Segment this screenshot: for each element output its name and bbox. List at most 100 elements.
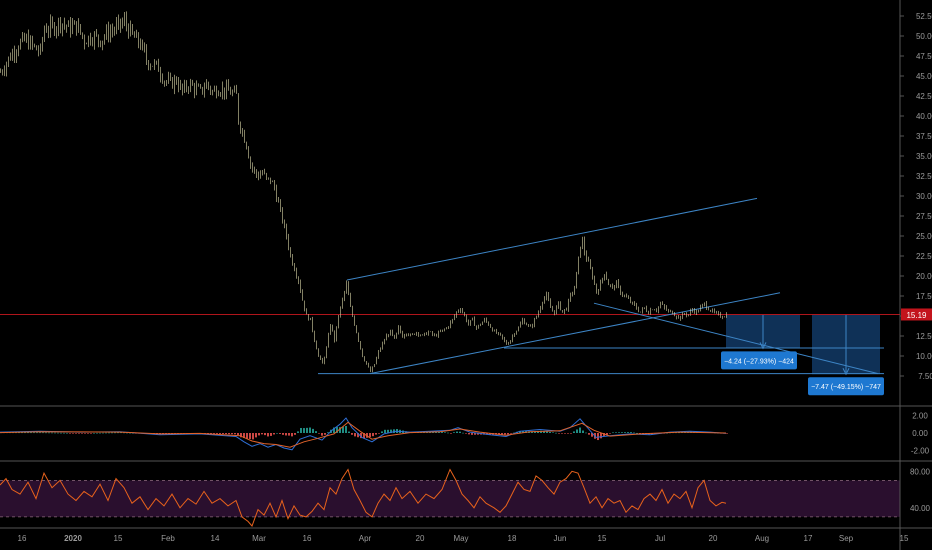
time-tick-label: 18	[508, 534, 517, 543]
macd-histogram-bar	[45, 432, 47, 434]
macd-histogram-bar	[222, 433, 224, 435]
rsi-pane[interactable]	[0, 468, 900, 527]
time-tick-label: Feb	[161, 534, 175, 543]
macd-histogram-bar	[252, 433, 254, 440]
macd-tick-label: 0.00	[912, 429, 928, 438]
macd-histogram-bar	[453, 432, 455, 433]
price-tick-label: 47.50	[916, 52, 932, 61]
macd-histogram-bar	[390, 429, 392, 433]
macd-histogram-bar	[114, 432, 116, 434]
macd-histogram-bar	[486, 433, 488, 435]
macd-histogram-bar	[489, 433, 491, 435]
macd-histogram-bar	[18, 432, 20, 434]
macd-histogram-bar	[90, 433, 92, 434]
macd-histogram-bar	[666, 432, 668, 434]
macd-histogram-bar	[249, 433, 251, 439]
macd-histogram-bar	[15, 432, 17, 434]
price-tick-label: 42.50	[916, 92, 932, 101]
macd-histogram-bar	[621, 432, 623, 433]
macd-histogram-bar	[273, 433, 275, 435]
macd-histogram-bar	[102, 432, 104, 434]
time-tick-label: 16	[18, 534, 27, 543]
macd-histogram-bar	[219, 433, 221, 434]
price-tick-label: 30.00	[916, 192, 932, 201]
macd-histogram-bar	[726, 433, 728, 434]
macd-histogram-bar	[324, 433, 326, 435]
macd-histogram-bar	[507, 433, 509, 435]
macd-histogram-bar	[30, 432, 32, 434]
macd-histogram-bar	[300, 427, 302, 433]
macd-histogram-bar	[132, 432, 134, 434]
current-price-label-bg	[901, 308, 932, 321]
macd-histogram-bar	[498, 433, 500, 435]
macd-histogram-bar	[504, 433, 506, 435]
macd-histogram-bar	[339, 427, 341, 433]
price-range-label-bg	[721, 351, 797, 370]
macd-histogram-bar	[561, 433, 563, 434]
macd-histogram-bar	[225, 433, 227, 435]
macd-histogram-bar	[477, 433, 479, 435]
macd-histogram-bar	[531, 431, 533, 433]
macd-histogram-bar	[549, 431, 551, 433]
macd-histogram-bar	[357, 433, 359, 438]
macd-histogram-bar	[555, 432, 557, 434]
time-tick-label: Apr	[359, 534, 372, 543]
price-tick-label: 10.00	[916, 352, 932, 361]
macd-histogram-bar	[54, 432, 56, 434]
price-tick-label: 45.00	[916, 72, 932, 81]
macd-histogram-bar	[426, 432, 428, 433]
macd-signal-line	[0, 421, 727, 448]
macd-histogram-bar	[381, 431, 383, 433]
macd-histogram-bar	[42, 432, 44, 434]
macd-histogram-bar	[24, 432, 26, 434]
macd-histogram-bar	[471, 433, 473, 435]
price-tick-label: 52.50	[916, 12, 932, 21]
time-tick-label: 15	[114, 534, 123, 543]
macd-histogram-bar	[375, 433, 377, 435]
macd-pane[interactable]	[0, 417, 728, 451]
macd-histogram-bar	[243, 433, 245, 439]
macd-histogram-bar	[246, 433, 248, 439]
macd-histogram-bar	[321, 433, 323, 436]
macd-histogram-bar	[606, 433, 608, 435]
time-tick-label: 20	[709, 534, 718, 543]
macd-histogram-bar	[522, 430, 524, 433]
macd-histogram-bar	[465, 433, 467, 434]
macd-histogram-bar	[474, 433, 476, 435]
price-range-label: −7.47 (−49.15%) −747	[811, 384, 881, 391]
macd-histogram-bar	[534, 431, 536, 433]
macd-histogram-bar	[93, 432, 95, 434]
macd-histogram-bar	[582, 430, 584, 433]
macd-histogram-bar	[333, 427, 335, 433]
macd-histogram-bar	[33, 432, 35, 434]
macd-histogram-bar	[597, 433, 599, 441]
macd-histogram-bar	[117, 432, 119, 434]
macd-histogram-bar	[567, 433, 569, 434]
trendline	[593, 302, 879, 375]
price-tick-label: 22.50	[916, 252, 932, 261]
macd-histogram-bar	[462, 432, 464, 434]
price-range-arrowhead	[842, 368, 850, 376]
macd-histogram-bar	[318, 433, 320, 434]
rsi-tick-label: 40.00	[910, 504, 931, 513]
time-tick-label: 15	[900, 534, 909, 543]
trendline	[369, 292, 781, 375]
macd-histogram-bar	[630, 432, 632, 433]
time-tick-label: 15	[598, 534, 607, 543]
macd-histogram-bar	[351, 433, 353, 435]
macd-histogram-bar	[336, 427, 338, 433]
macd-histogram-bar	[468, 433, 470, 435]
price-range-label-bg	[808, 377, 884, 396]
macd-histogram-bar	[609, 433, 611, 434]
macd-histogram-bar	[552, 432, 554, 433]
price-tick-label: 40.00	[916, 112, 932, 121]
macd-histogram-bar	[237, 433, 239, 436]
macd-histogram-bar	[111, 432, 113, 434]
macd-histogram-bar	[627, 432, 629, 433]
macd-histogram-bar	[78, 433, 80, 434]
macd-histogram-bar	[282, 433, 284, 435]
macd-histogram-bar	[108, 432, 110, 434]
price-pane[interactable]: −4.24 (−27.93%) −424 −7.47 (−49.15%) −747	[0, 11, 900, 396]
macd-tick-label: 2.00	[912, 411, 928, 420]
